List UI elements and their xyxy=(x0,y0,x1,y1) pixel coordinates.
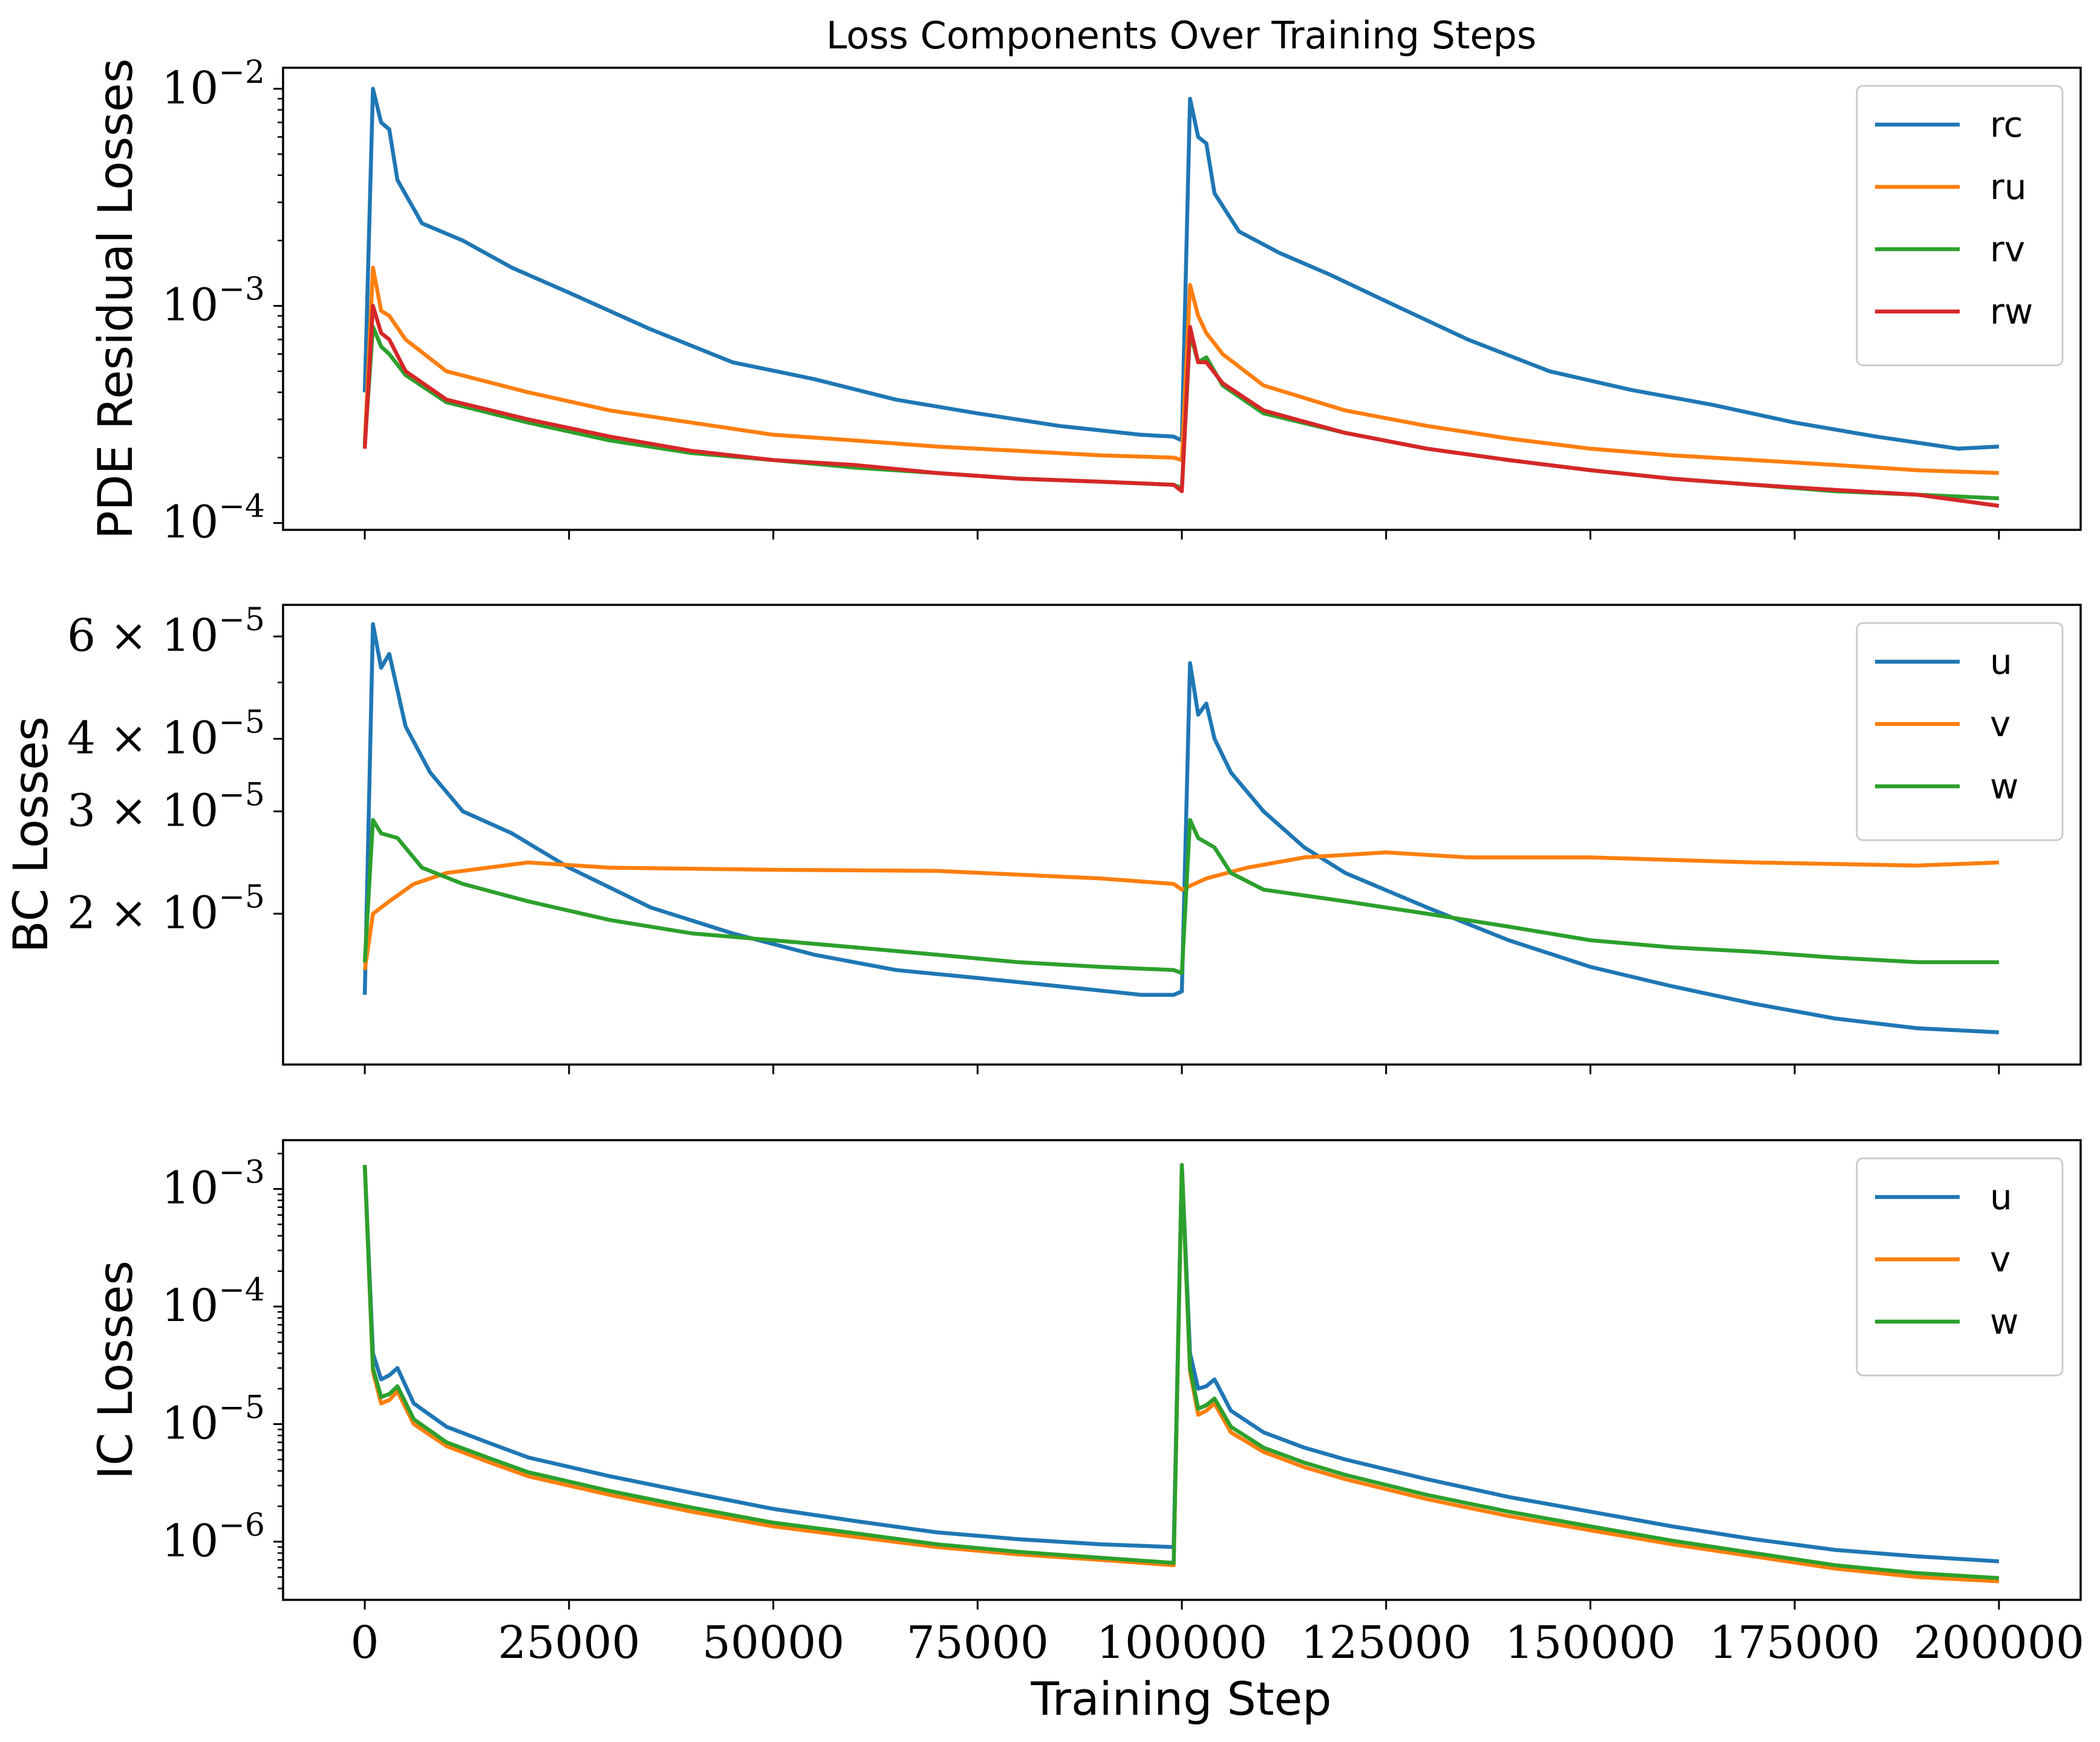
x-tick-label: 200000 xyxy=(1914,1617,2085,1669)
y-tick-exponent: −6 xyxy=(218,1507,265,1544)
legend-label-v: v xyxy=(1990,1239,2010,1280)
y-tick-times: × xyxy=(96,785,161,837)
panel-2: 6 × 10−54 × 10−53 × 10−52 × 10−5BC Losse… xyxy=(4,602,2082,1074)
y-tick-base: 10 xyxy=(161,887,218,939)
x-tick-label: 0 xyxy=(351,1617,379,1669)
y-tick-mantissa: 4 xyxy=(67,712,96,764)
y-tick-base: 10 xyxy=(161,785,218,837)
x-tick-label: 150000 xyxy=(1505,1617,1676,1669)
legend-label-ru: ru xyxy=(1990,166,2027,207)
series-line-ru xyxy=(362,266,2000,475)
y-axis-label: IC Losses xyxy=(89,1261,143,1479)
y-tick-exponent: −3 xyxy=(218,1155,265,1191)
y-tick-times: × xyxy=(96,610,161,662)
legend-label-rv: rv xyxy=(1990,229,2025,270)
chart-title: Loss Components Over Training Steps xyxy=(826,13,1536,57)
y-tick-times: × xyxy=(96,712,161,764)
y-tick-exponent: −4 xyxy=(218,1272,265,1308)
x-tick-label: 125000 xyxy=(1300,1617,1472,1669)
y-tick-label: 10−3 xyxy=(161,272,265,331)
y-tick-base: 10 xyxy=(161,497,218,549)
y-tick-exponent: −2 xyxy=(218,54,265,91)
y-tick-label: 10−2 xyxy=(161,54,265,114)
y-tick-exponent: −5 xyxy=(218,777,265,813)
y-axis-label: PDE Residual Losses xyxy=(89,58,143,539)
y-tick-label: 2 × 10−5 xyxy=(67,879,265,939)
y-tick-label: 10−3 xyxy=(161,1155,265,1215)
legend-label-u: u xyxy=(1990,641,2012,682)
y-tick-base: 10 xyxy=(161,1515,218,1567)
y-tick-exponent: −4 xyxy=(218,489,265,525)
legend-box xyxy=(1856,85,2064,367)
y-axis-label: BC Losses xyxy=(4,716,59,953)
series-line-w xyxy=(362,818,1999,976)
series-line-w xyxy=(362,1163,2000,1581)
y-tick-base: 10 xyxy=(161,1397,218,1449)
y-tick-exponent: −5 xyxy=(218,1389,265,1426)
x-tick-label: 25000 xyxy=(498,1617,640,1669)
legend-label-w: w xyxy=(1990,1301,2018,1342)
y-tick-label: 10−5 xyxy=(161,1389,265,1449)
legend: uvw xyxy=(1856,622,2064,841)
y-tick-mantissa: 3 xyxy=(67,785,96,837)
y-tick-label: 3 × 10−5 xyxy=(67,777,265,837)
y-tick-exponent: −5 xyxy=(218,602,265,638)
y-tick-label: 10−6 xyxy=(161,1507,265,1567)
y-tick-exponent: −3 xyxy=(218,272,265,308)
y-tick-exponent: −5 xyxy=(218,879,265,916)
x-tick-label: 175000 xyxy=(1709,1617,1880,1669)
legend-box xyxy=(1856,622,2064,841)
y-tick-mantissa: 2 xyxy=(67,887,96,939)
y-tick-base: 10 xyxy=(161,279,218,331)
y-tick-base: 10 xyxy=(161,1163,218,1215)
x-tick-label: 75000 xyxy=(907,1617,1049,1669)
legend-label-u: u xyxy=(1990,1176,2012,1218)
y-tick-mantissa: 6 xyxy=(67,610,96,662)
x-tick-label: 50000 xyxy=(702,1617,844,1669)
series-line-rc xyxy=(362,86,2000,451)
legend: rc ru rv rw xyxy=(1856,85,2064,367)
legend: uvw xyxy=(1856,1157,2064,1377)
legend-label-v: v xyxy=(1990,703,2010,745)
y-tick-label: 10−4 xyxy=(161,1272,265,1332)
y-tick-label: 6 × 10−5 xyxy=(67,602,265,662)
legend-label-w: w xyxy=(1990,766,2018,807)
y-tick-base: 10 xyxy=(161,62,218,114)
y-tick-base: 10 xyxy=(161,610,218,662)
legend-label-rw: rw xyxy=(1990,291,2033,332)
legend-label-rc: rc xyxy=(1990,104,2023,145)
series-line-u xyxy=(362,622,2000,1034)
y-tick-label: 10−4 xyxy=(161,489,265,549)
panel-3: 0 25000 50000 75000 100000 125000 150000 175000… xyxy=(89,1139,2085,1669)
y-tick-label: 4 × 10−5 xyxy=(67,704,265,764)
legend-box xyxy=(1856,1157,2064,1377)
plot-frame xyxy=(282,604,2082,1066)
y-tick-exponent: −5 xyxy=(218,704,265,740)
x-tick-label: 100000 xyxy=(1097,1617,1268,1669)
series-line-v xyxy=(362,850,2000,971)
y-tick-base: 10 xyxy=(161,1280,218,1332)
y-tick-times: × xyxy=(96,887,161,939)
series-line-rw xyxy=(362,304,2000,508)
x-axis-label: Training Step xyxy=(1030,1672,1331,1726)
y-tick-base: 10 xyxy=(161,712,218,764)
